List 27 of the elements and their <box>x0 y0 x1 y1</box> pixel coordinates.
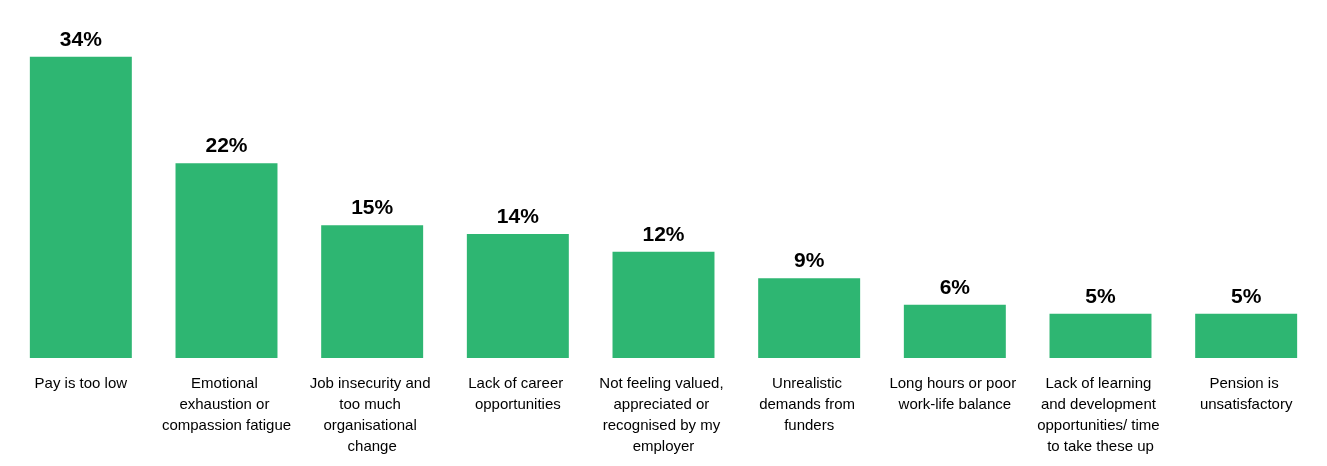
x-tick-label: Emotional exhaustion or compassion fatigue <box>161 374 292 433</box>
x-tick-label: Long hours or poor work-life balance <box>889 374 1021 412</box>
x-tick-label: Pension is unsatisfactory <box>1199 374 1293 412</box>
bar <box>321 225 424 358</box>
bar <box>758 278 861 358</box>
bar <box>1049 313 1152 358</box>
bar <box>903 304 1006 358</box>
data-label: 34% <box>59 26 103 50</box>
x-tick-label: Not feeling valued, appreciated or recognised by my employer <box>599 374 728 454</box>
data-label: 14% <box>496 204 540 227</box>
bar <box>29 56 132 358</box>
bar <box>466 234 569 358</box>
data-label: 12% <box>642 221 685 245</box>
bar <box>175 163 278 358</box>
x-tick-label: Lack of career opportunities <box>468 374 568 412</box>
x-tick-label: Job insecurity and too much organisational change <box>309 374 435 454</box>
data-label: 22% <box>205 133 248 157</box>
x-tick-label: Lack of learning and development opportunities/ time to take these up <box>1037 374 1164 454</box>
data-label: 9% <box>793 248 825 272</box>
data-label: 5% <box>1230 283 1262 307</box>
bar <box>612 251 715 358</box>
x-tick-label: Pay is too low <box>34 374 128 391</box>
data-label: 6% <box>939 274 971 298</box>
x-tick-label: Unrealistic demands from funders <box>759 374 860 433</box>
data-label: 5% <box>1085 283 1116 307</box>
bar <box>1195 313 1298 358</box>
data-label: 15% <box>351 195 394 219</box>
